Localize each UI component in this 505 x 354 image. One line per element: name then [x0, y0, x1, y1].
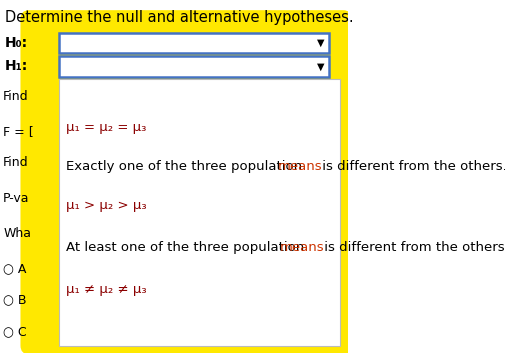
Text: Exactly one of the three population: Exactly one of the three population — [66, 160, 306, 173]
Text: ○ B: ○ B — [3, 293, 27, 307]
Text: Wha: Wha — [3, 227, 31, 240]
Text: Find: Find — [3, 156, 29, 170]
Text: H₁:: H₁: — [5, 59, 28, 73]
Text: Find: Find — [3, 90, 29, 103]
Text: Determine the null and alternative hypotheses.: Determine the null and alternative hypot… — [5, 10, 353, 25]
FancyBboxPatch shape — [59, 56, 329, 76]
Text: ○ C: ○ C — [3, 325, 27, 338]
Text: μ₁ = μ₂ = μ₃: μ₁ = μ₂ = μ₃ — [66, 121, 145, 134]
Text: P-va: P-va — [3, 192, 30, 205]
Text: ○ A: ○ A — [3, 262, 26, 275]
FancyBboxPatch shape — [20, 10, 351, 354]
Text: means: means — [280, 241, 324, 254]
Text: is different from the others.: is different from the others. — [317, 160, 505, 173]
Text: H₀:: H₀: — [5, 36, 28, 50]
Text: ▼: ▼ — [316, 38, 324, 48]
Text: F = [: F = [ — [3, 125, 34, 138]
Text: is different from the others.: is different from the others. — [319, 241, 505, 254]
Text: At least one of the three population: At least one of the three population — [66, 241, 308, 254]
FancyBboxPatch shape — [59, 33, 329, 53]
Text: μ₁ > μ₂ > μ₃: μ₁ > μ₂ > μ₃ — [66, 199, 146, 212]
FancyBboxPatch shape — [59, 79, 339, 346]
Text: ▼: ▼ — [316, 61, 324, 72]
Text: means: means — [278, 160, 322, 173]
Text: μ₁ ≠ μ₂ ≠ μ₃: μ₁ ≠ μ₂ ≠ μ₃ — [66, 283, 146, 296]
